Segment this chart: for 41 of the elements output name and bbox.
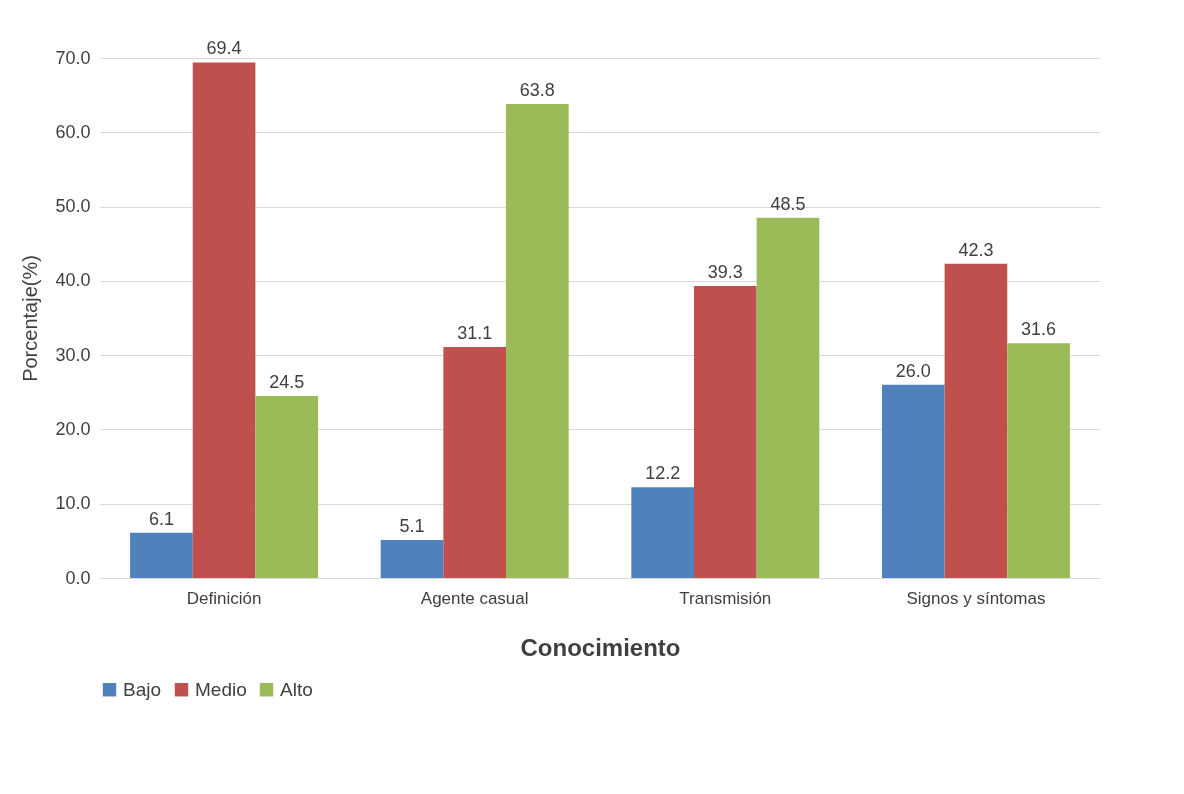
data-label: 69.4	[206, 38, 242, 59]
x-tick-label: Agente casual	[420, 588, 529, 608]
y-tick-label: 20.0	[55, 418, 91, 439]
y-axis-title: Porcentaje(%)	[19, 255, 42, 382]
data-label: 6.1	[148, 508, 174, 529]
bar	[130, 532, 193, 578]
bar	[693, 286, 757, 578]
data-label: 12.2	[645, 463, 681, 484]
bar	[506, 104, 569, 578]
y-tick-label: 0.0	[65, 567, 91, 588]
data-label: 31.6	[1021, 319, 1057, 340]
bar	[881, 384, 945, 578]
y-tick-label: 70.0	[55, 47, 91, 68]
data-label: 5.1	[399, 516, 425, 537]
data-label: 48.5	[770, 193, 806, 214]
y-tick-label: 40.0	[55, 270, 91, 291]
data-label: 24.5	[269, 372, 305, 392]
bar	[380, 540, 444, 578]
data-label: 31.1	[457, 322, 493, 343]
data-label: 63.8	[519, 80, 555, 101]
bar	[944, 263, 1008, 578]
data-label: 42.3	[958, 239, 994, 260]
x-tick-label: Transmisión	[679, 588, 772, 608]
data-label: 26.0	[895, 360, 931, 381]
bar	[255, 396, 319, 578]
y-tick-label: 10.0	[55, 493, 91, 514]
bar	[631, 487, 694, 578]
legend-label: Bajo	[123, 678, 162, 700]
bar	[1007, 343, 1070, 578]
y-tick-label: 30.0	[55, 344, 91, 365]
bar	[756, 217, 820, 578]
y-tick-label: 50.0	[55, 196, 91, 217]
legend-label: Medio	[195, 678, 247, 700]
legend-label: Alto	[280, 678, 313, 700]
x-tick-label: Definición	[186, 588, 262, 608]
x-axis-title: Conocimiento	[520, 633, 681, 661]
data-label: 39.3	[707, 262, 743, 283]
x-tick-label: Signos y síntomas	[906, 588, 1046, 608]
y-tick-label: 60.0	[55, 121, 91, 142]
bar	[443, 346, 507, 578]
bar	[192, 62, 256, 578]
